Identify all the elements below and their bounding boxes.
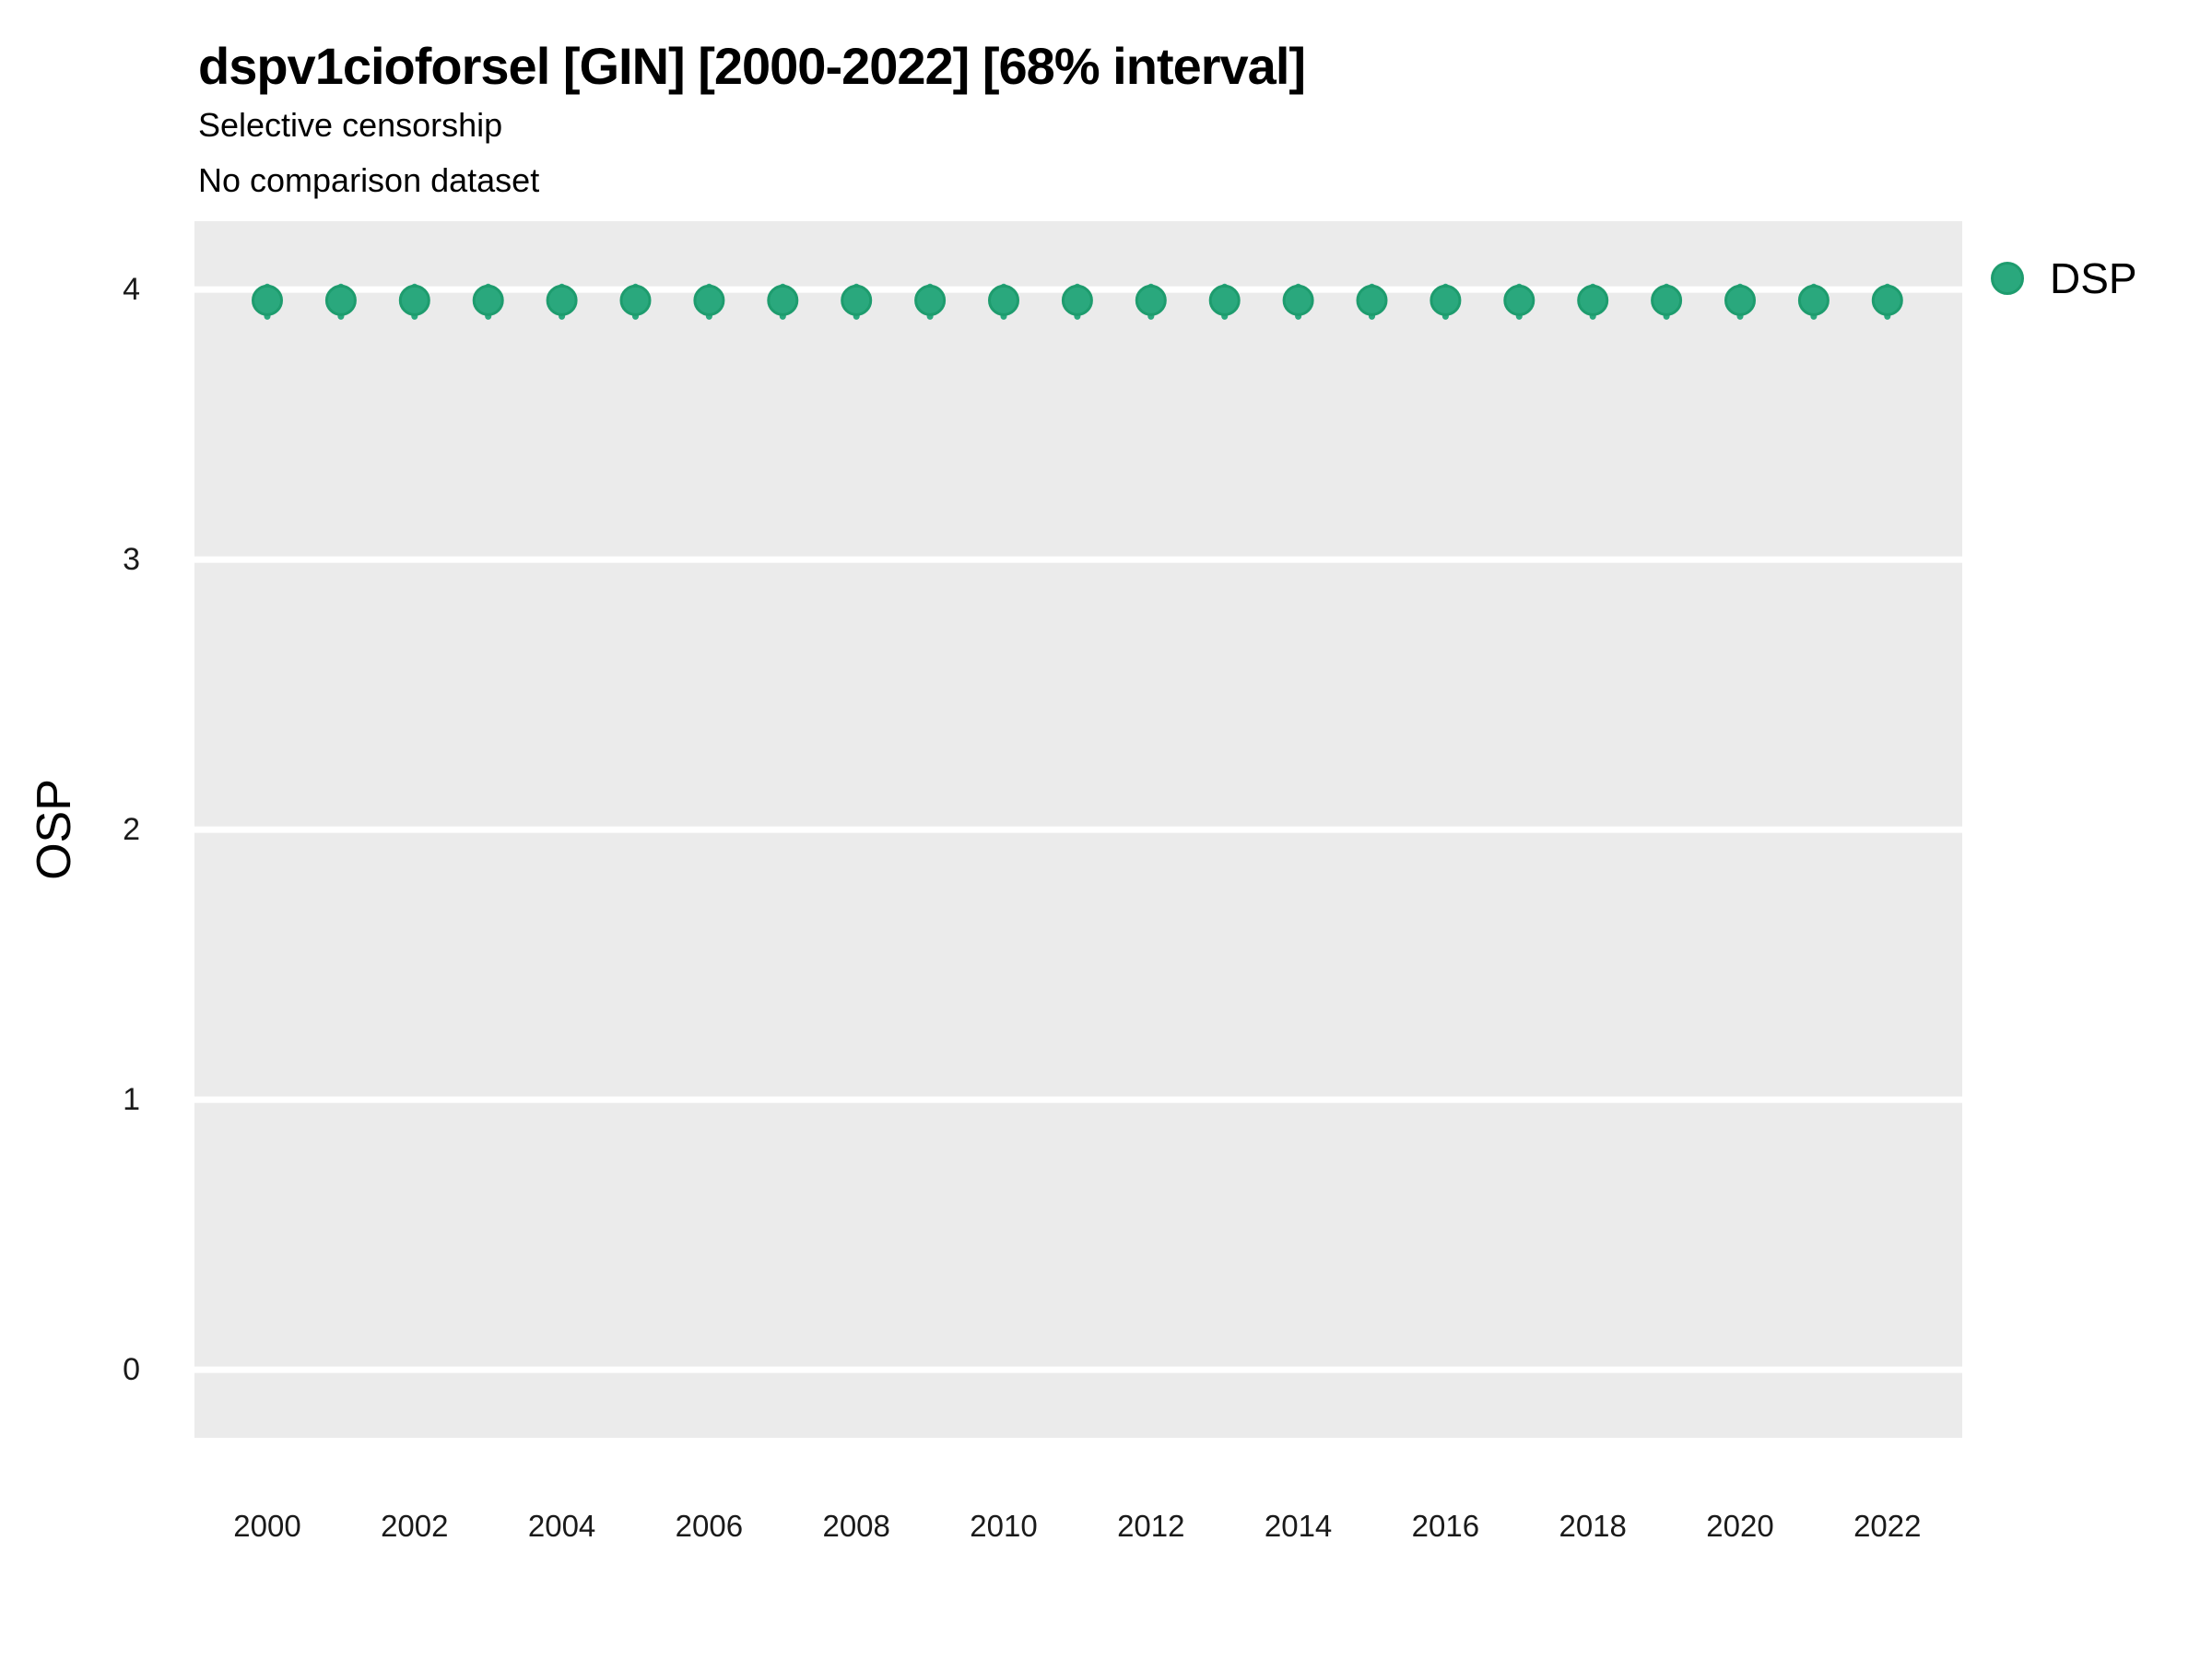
data-point-2016 (1430, 284, 1462, 316)
y-tick-label-4: 4 (123, 272, 140, 308)
y-tick-label-2: 2 (123, 812, 140, 848)
data-point-2014 (1282, 284, 1314, 316)
x-tick-label-2004: 2004 (527, 1509, 596, 1543)
data-point-2015 (1356, 284, 1388, 316)
legend-circle-icon (1991, 262, 2024, 295)
x-tick-label-2000: 2000 (233, 1509, 301, 1543)
x-tick-label-2006: 2006 (675, 1509, 744, 1543)
x-tick-label-2018: 2018 (1559, 1509, 1627, 1543)
legend-item-label: DSP (2050, 254, 2137, 302)
data-point-2017 (1503, 284, 1535, 316)
x-tick-label-2008: 2008 (822, 1509, 890, 1543)
data-point-2000 (252, 284, 283, 316)
y-tick-label-0: 0 (123, 1352, 140, 1388)
data-point-2001 (324, 284, 357, 316)
data-point-2011 (1061, 284, 1093, 316)
data-point-2002 (398, 284, 430, 316)
data-point-2009 (914, 284, 947, 316)
legend: DSP (1991, 257, 2137, 300)
x-tick-label-2012: 2012 (1117, 1509, 1185, 1543)
x-tick-label-2002: 2002 (381, 1509, 449, 1543)
data-point-2012 (1135, 284, 1167, 316)
data-point-2006 (693, 284, 725, 316)
data-point-2005 (619, 284, 652, 316)
data-point-2022 (1871, 284, 1903, 316)
x-tick-label-2016: 2016 (1411, 1509, 1480, 1543)
x-tick-label-2022: 2022 (1853, 1509, 1922, 1543)
data-point-2004 (546, 284, 578, 316)
data-point-2021 (1797, 284, 1830, 316)
data-point-2020 (1724, 284, 1756, 316)
data-point-2013 (1208, 284, 1241, 316)
y-tick-label-1: 1 (123, 1082, 140, 1118)
x-tick-label-2020: 2020 (1706, 1509, 1774, 1543)
chart-title: dspv1cioforsel [GIN] [2000-2022] [68% in… (198, 37, 1306, 95)
x-tick-label-2014: 2014 (1264, 1509, 1333, 1543)
data-point-2018 (1577, 284, 1609, 316)
x-tick-label-2010: 2010 (970, 1509, 1038, 1543)
y-tick-label-3: 3 (123, 542, 140, 578)
chart-subtitle-line2: No comparison dataset (198, 161, 540, 199)
data-point-2008 (841, 284, 873, 316)
chart-subtitle-line1: Selective censorship (198, 106, 503, 144)
data-point-2007 (767, 284, 799, 316)
data-point-2010 (988, 284, 1019, 316)
data-point-2019 (1651, 284, 1683, 316)
data-point-2003 (472, 284, 504, 316)
